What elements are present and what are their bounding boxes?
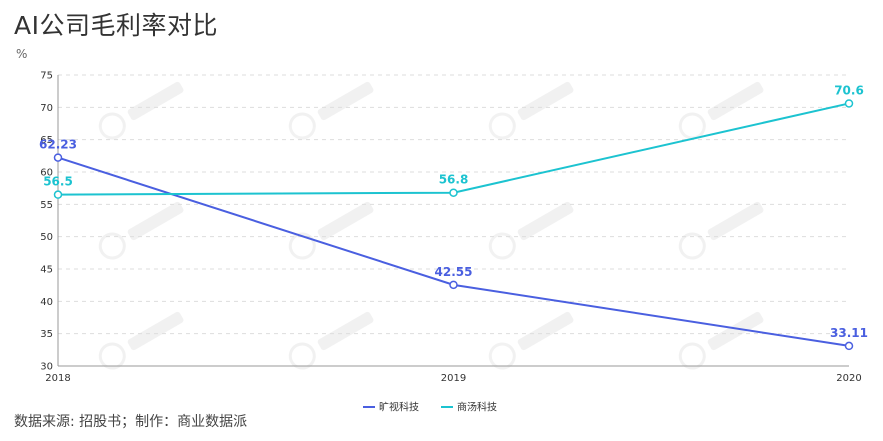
watermark-logo: [288, 232, 316, 260]
y-tick-label: 50: [40, 232, 53, 243]
watermark-logo: [488, 342, 516, 370]
watermark-band: [707, 81, 764, 121]
watermark-logo: [98, 342, 126, 370]
watermark-logo: [488, 112, 516, 140]
source-note: 数据来源: 招股书；制作：商业数据派: [14, 414, 248, 430]
watermark-mark: [488, 201, 574, 260]
watermark-band: [127, 201, 184, 241]
watermark-logo: [488, 232, 516, 260]
watermark-logo: [288, 112, 316, 140]
watermark-logo: [678, 342, 706, 370]
watermark-band: [707, 311, 764, 351]
y-tick-label: 40: [40, 297, 53, 308]
y-tick-label: 65: [40, 135, 53, 146]
legend-label: 商汤科技: [457, 401, 497, 414]
watermark-logo: [98, 112, 126, 140]
watermark-band: [707, 201, 764, 241]
y-tick-label: 70: [40, 103, 53, 114]
data-label: 62.23: [39, 138, 77, 152]
data-label: 70.6: [834, 83, 864, 97]
y-tick-label: 75: [40, 71, 53, 82]
data-point: [844, 99, 854, 108]
watermark-band: [127, 81, 184, 121]
watermark-mark: [98, 311, 184, 370]
watermark-band: [317, 311, 374, 351]
x-tick-label: 2018: [45, 373, 70, 384]
data-label: 33.11: [830, 326, 868, 340]
watermark-band: [127, 311, 184, 351]
y-tick-label: 30: [40, 362, 53, 373]
legend: 旷视科技 商汤科技: [363, 401, 497, 414]
legend-label: 旷视科技: [379, 401, 419, 414]
data-label: 56.5: [43, 175, 73, 189]
x-tick-label: 2019: [441, 373, 466, 384]
y-tick-label: 55: [40, 200, 53, 211]
data-point: [53, 190, 63, 199]
watermark-mark: [488, 81, 574, 140]
y-tick-label: 60: [40, 168, 53, 179]
watermark-mark: [288, 311, 374, 370]
y-tick-label: 45: [40, 265, 53, 276]
watermark-logo: [678, 112, 706, 140]
watermark-logo: [678, 232, 706, 260]
x-tick-label: 2020: [836, 373, 861, 384]
axes: 30 35 40 45 50 55 60 65 70 75 2018 2019 2020: [40, 71, 861, 385]
watermark-mark: [678, 311, 764, 370]
watermark-logo: [288, 342, 316, 370]
watermark-layer: [98, 81, 764, 370]
y-axis-unit: %: [16, 47, 28, 61]
chart-title: AI公司毛利率对比: [14, 11, 218, 40]
watermark-mark: [288, 81, 374, 140]
watermark-mark: [678, 201, 764, 260]
watermark-mark: [98, 201, 184, 260]
data-labels: 62.23 42.55 33.11 56.5 56.8 70.6: [39, 83, 868, 339]
watermark-logo: [98, 232, 126, 260]
watermark-band: [517, 81, 574, 121]
data-label: 56.8: [439, 173, 469, 187]
watermark-band: [517, 201, 574, 241]
data-point: [53, 153, 63, 162]
series-layer: [53, 99, 854, 351]
data-point: [844, 341, 854, 351]
y-tick-label: 35: [40, 329, 53, 340]
watermark-band: [517, 311, 574, 351]
watermark-band: [317, 81, 374, 121]
data-point: [449, 188, 458, 197]
data-label: 42.55: [435, 265, 473, 279]
data-point: [449, 280, 458, 290]
watermark-band: [317, 201, 374, 241]
watermark-mark: [678, 81, 764, 140]
watermark-mark: [98, 81, 184, 140]
watermark-mark: [288, 201, 374, 260]
grid-lines: [58, 74, 849, 335]
watermark-mark: [488, 311, 574, 370]
